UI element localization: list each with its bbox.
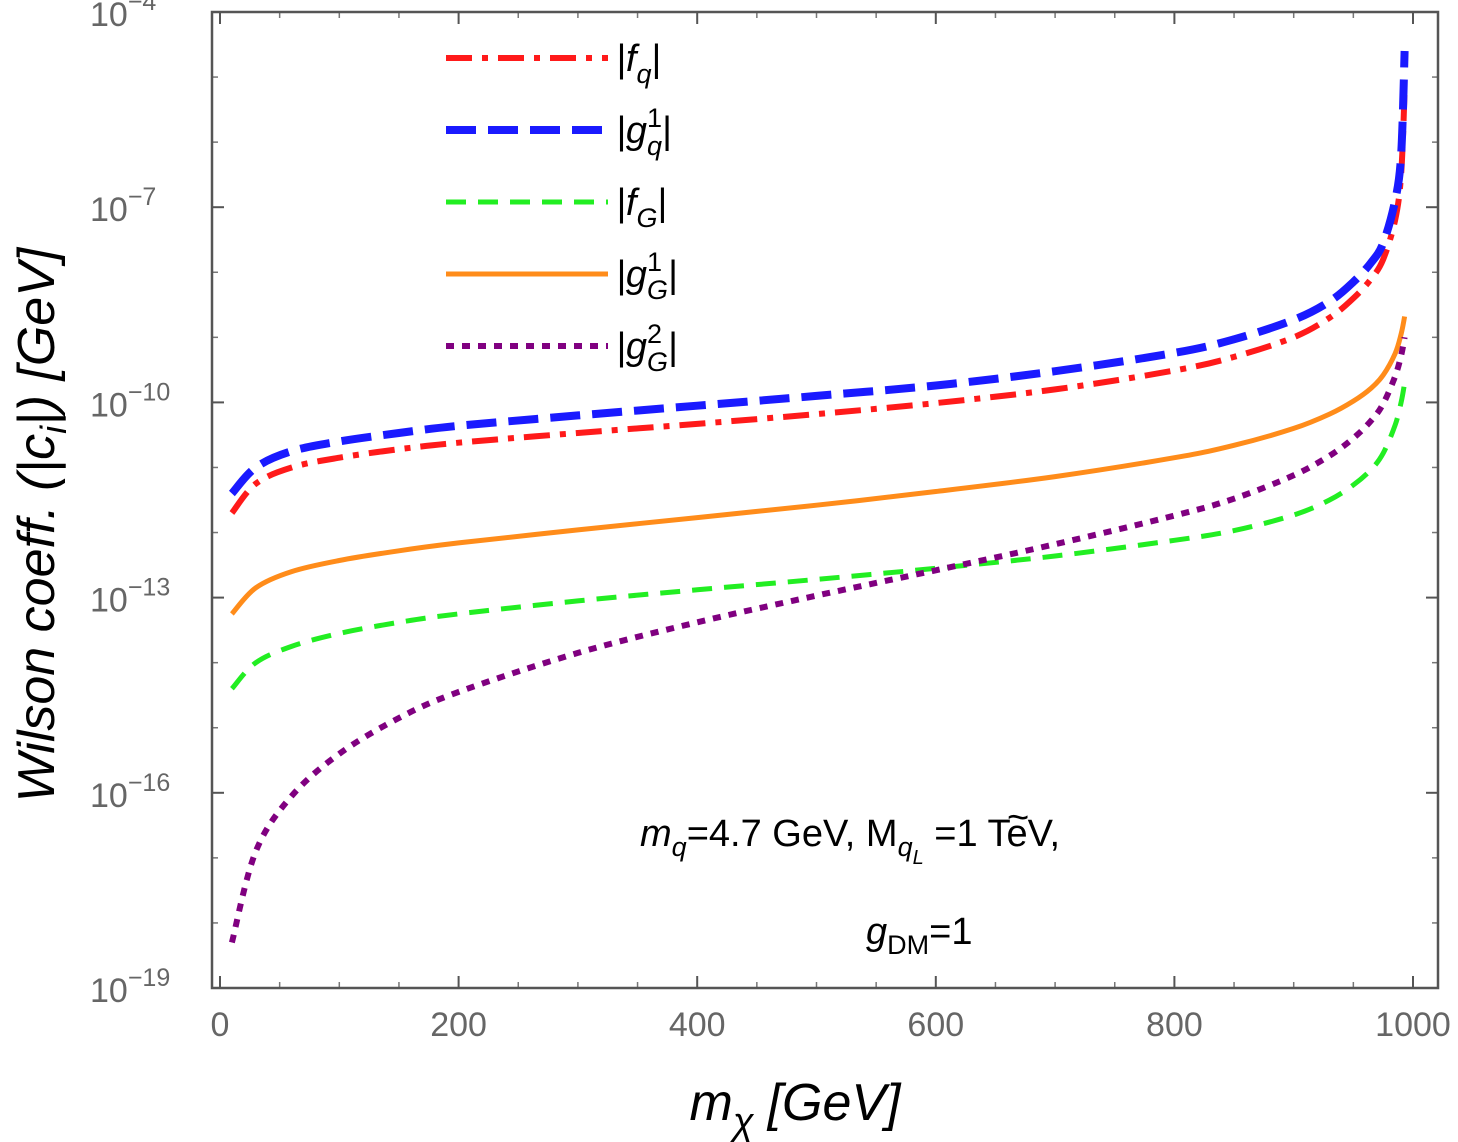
legend-label-3: |fG| — [616, 182, 667, 233]
y-tick-label: 10−7 — [90, 183, 156, 229]
series-line-1 — [229, 89, 1408, 515]
annotation-line-2: gDM=1 — [866, 911, 972, 960]
series-line-4 — [230, 316, 1408, 616]
y-axis-title: Wilson coeff. (|ci|) [GeV] — [8, 246, 74, 802]
annotation-line-1: mq=4.7 GeV, MqL =1 TeV, — [640, 813, 1060, 869]
x-tick-label: 0 — [211, 1006, 230, 1044]
y-tick-label: 10−13 — [90, 574, 170, 620]
legend: |fq| |g1 q| |fG| |g1 G| |g2 G| — [446, 38, 678, 377]
legend-label-2: |g1 q| — [616, 103, 672, 161]
y-tick-label: 10−16 — [90, 769, 170, 815]
legend-label-5: |g2 G| — [616, 319, 678, 377]
legend-label-4: |g1 G| — [616, 247, 678, 305]
x-tick-label: 800 — [1146, 1006, 1203, 1044]
y-tick-label: 10−10 — [90, 378, 170, 424]
x-tick-label: 400 — [669, 1006, 726, 1044]
plot-frame — [210, 10, 1440, 990]
legend-label-1: |fq| — [616, 38, 661, 89]
x-tick-label: 200 — [430, 1006, 487, 1044]
x-tick-label: 1000 — [1375, 1006, 1451, 1044]
series-line-2 — [228, 50, 1409, 497]
series-line-3 — [230, 382, 1408, 691]
annotation: mq=4.7 GeV, MqL =1 TeV, ~ gDM=1 — [640, 797, 1060, 960]
annotation-tilde: ~ — [1007, 797, 1029, 839]
x-axis-title: mχ [GeV] — [689, 1074, 902, 1142]
axis-ticks: 0 200 400 600 800 1000 10−19 10−16 10−13 10−10 10−… — [90, 0, 1451, 1044]
data-series — [228, 50, 1409, 944]
y-tick-label: 10−19 — [90, 964, 170, 1010]
y-tick-label: 10−4 — [90, 0, 156, 34]
x-tick-label: 600 — [907, 1006, 964, 1044]
series-line-5 — [228, 336, 1408, 944]
